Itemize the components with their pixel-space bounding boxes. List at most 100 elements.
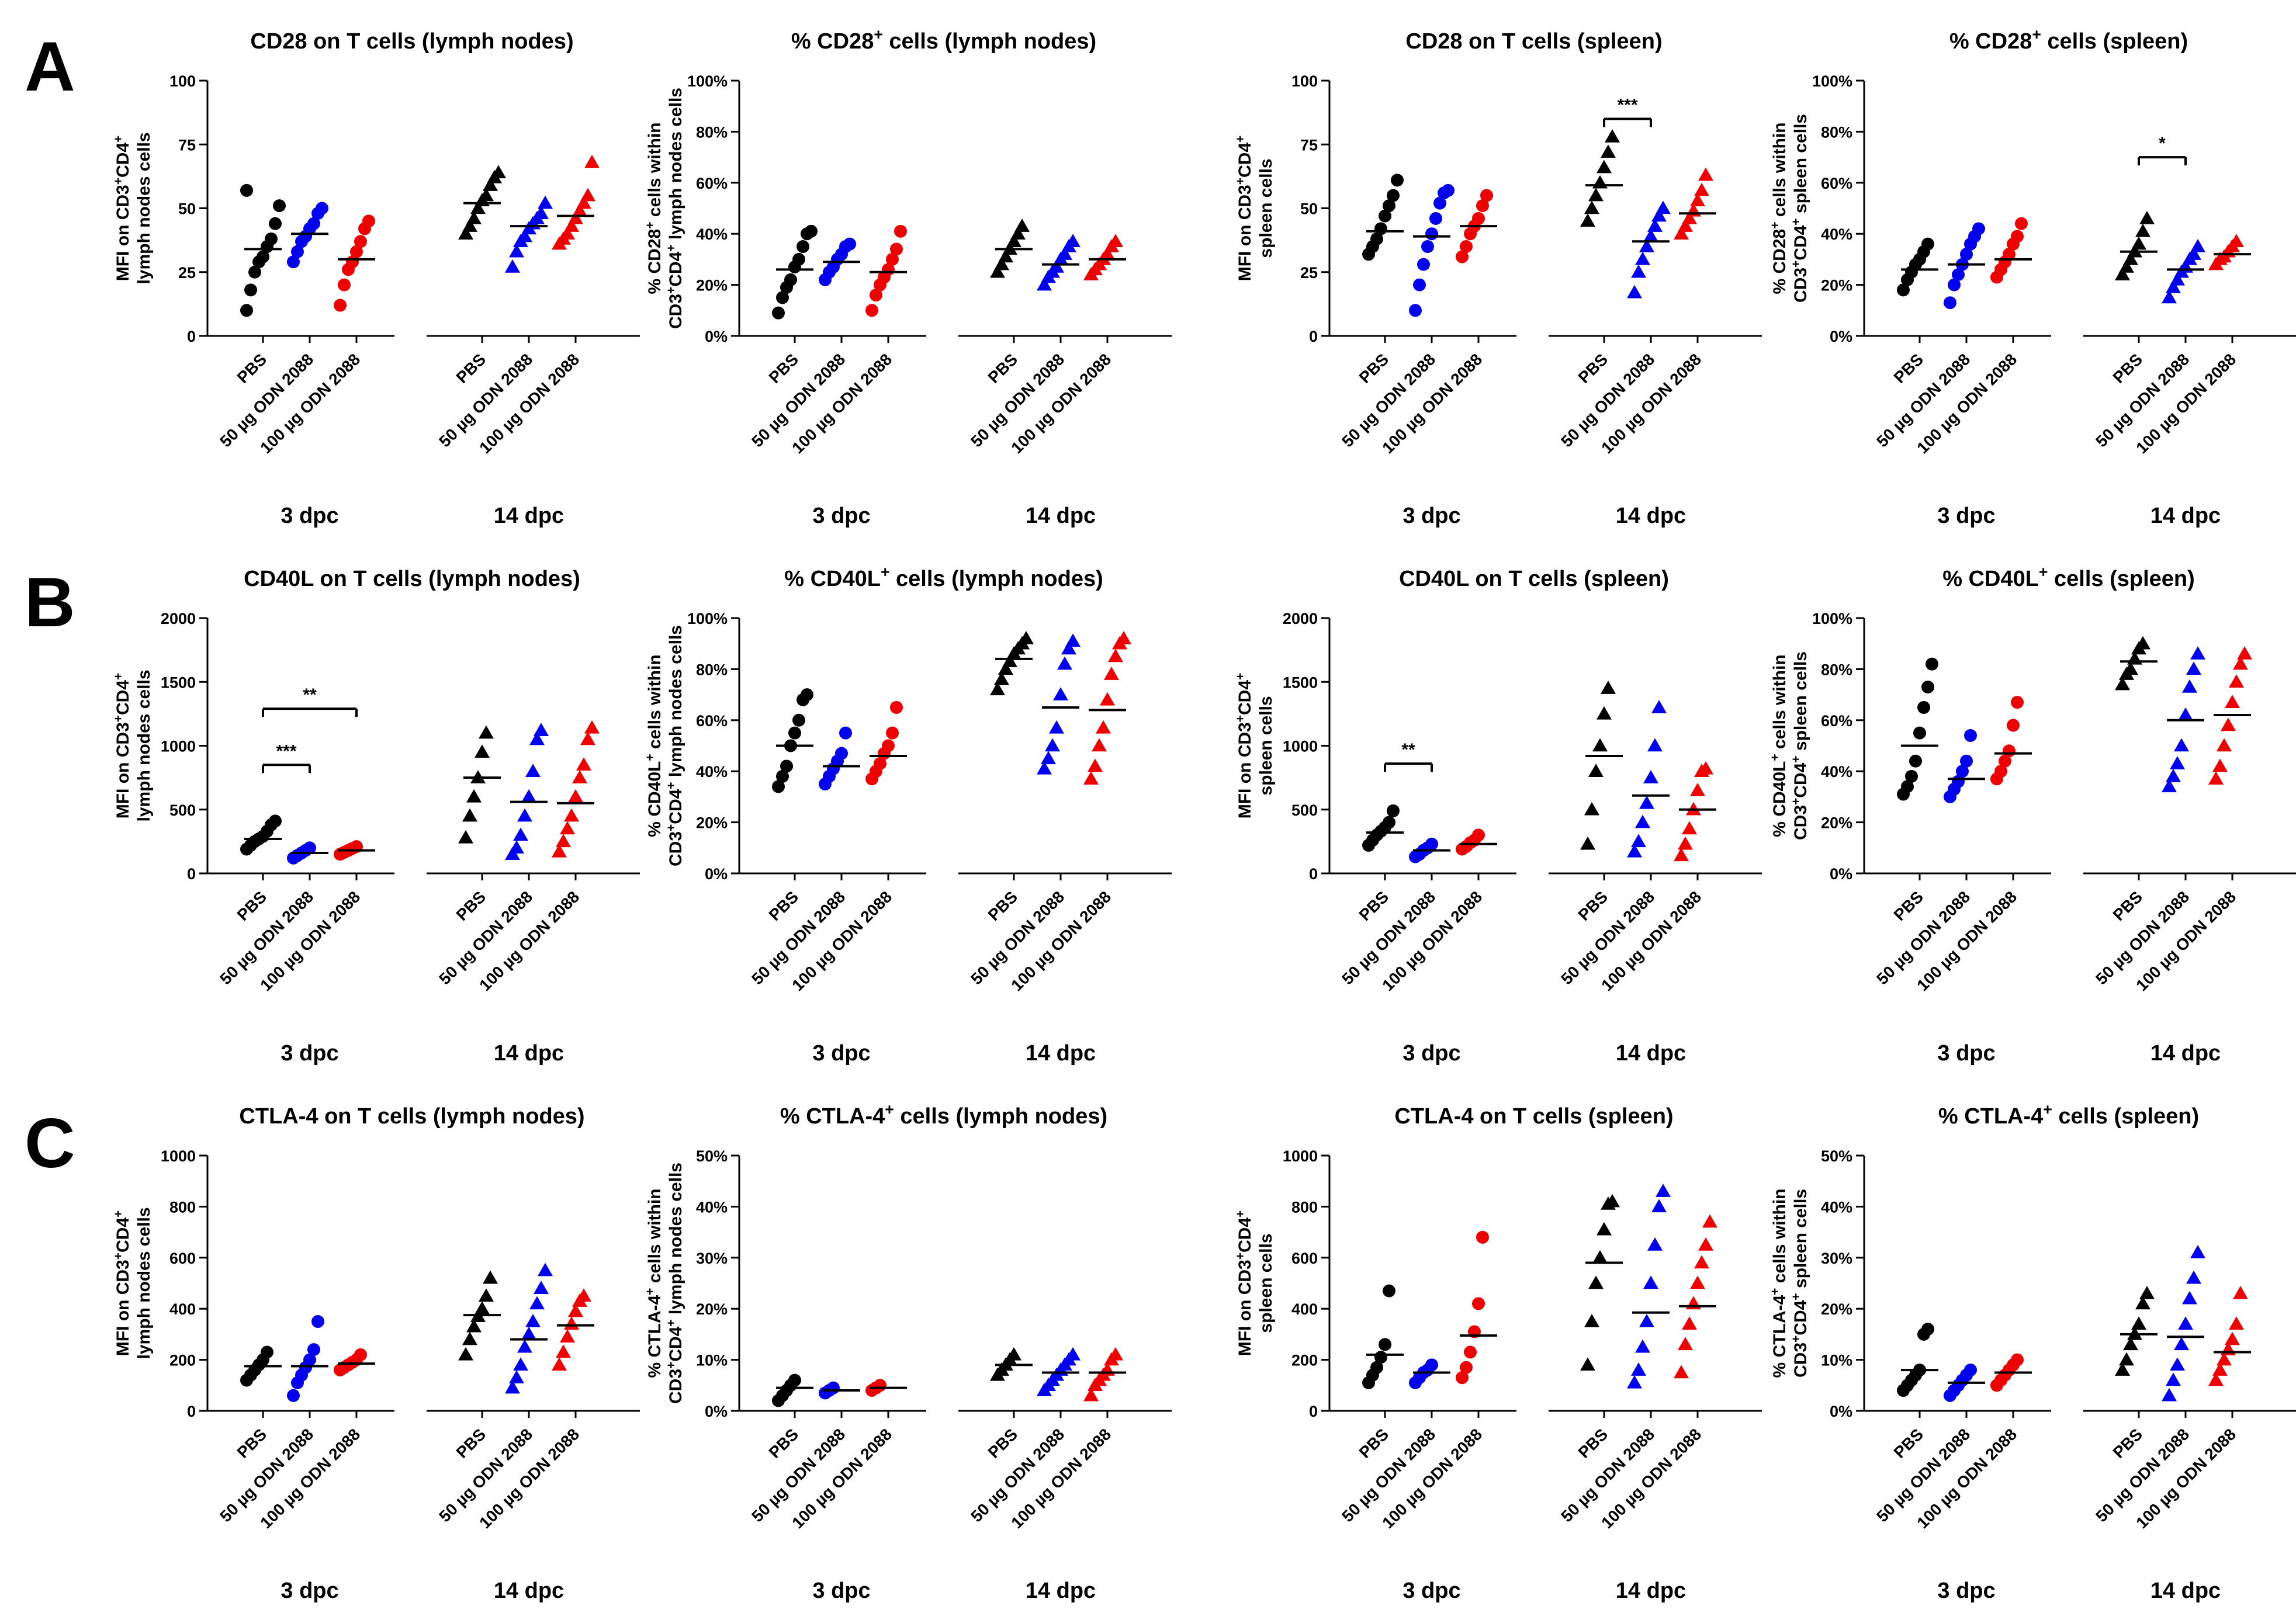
data-point	[890, 242, 903, 256]
data-point	[1065, 234, 1081, 248]
data-point	[1472, 1297, 1485, 1310]
data-point	[1702, 1214, 1717, 1228]
data-point	[529, 1296, 545, 1310]
x-tick-label: PBS	[453, 1425, 490, 1462]
y-tick-label: 0	[187, 328, 196, 345]
data-point	[534, 1281, 549, 1294]
data-point	[1921, 237, 1934, 251]
data-point	[1456, 1371, 1469, 1385]
chart-title: CTLA-4 on T cells (lymph nodes)	[239, 1104, 584, 1129]
group-label-3dpc: 3 dpc	[812, 504, 870, 528]
data-point	[1580, 213, 1595, 227]
panel-letter-c: C	[25, 1104, 75, 1182]
data-point	[2186, 661, 2201, 675]
y-tick-label: 2000	[161, 610, 196, 627]
data-point	[1580, 1357, 1595, 1371]
data-point	[1682, 821, 1697, 835]
data-point	[1643, 770, 1658, 783]
data-point	[796, 240, 809, 254]
y-axis-label: % CD28+ cells within	[643, 122, 665, 294]
data-point	[874, 757, 886, 771]
x-tick-label: PBS	[766, 350, 802, 387]
data-point	[1605, 1194, 1620, 1208]
data-point	[2162, 290, 2177, 304]
data-point	[1921, 680, 1934, 693]
data-point	[801, 688, 813, 702]
data-point	[1476, 199, 1489, 213]
data-point	[483, 178, 498, 191]
data-point	[1588, 188, 1604, 202]
group-label-3dpc: 3 dpc	[812, 1579, 870, 1603]
data-point	[307, 1343, 320, 1357]
data-point	[788, 726, 801, 740]
y-axis-label: % CTLA-4+ cells within	[1768, 1189, 1790, 1378]
y-tick-label: 25	[1300, 264, 1318, 282]
data-point	[886, 726, 899, 740]
group-label-14dpc: 14 dpc	[1026, 504, 1096, 528]
y-axis-label: MFI on CD3+CD4+	[1234, 136, 1255, 282]
group-label-3dpc: 3 dpc	[280, 504, 338, 528]
data-point	[1694, 182, 1709, 196]
data-point	[2178, 707, 2193, 721]
y-tick-label: 20%	[696, 277, 728, 294]
group-label-14dpc: 14 dpc	[2150, 1579, 2221, 1603]
y-tick-label: 500	[169, 802, 196, 819]
x-tick-label: PBS	[985, 350, 1021, 387]
data-point	[1037, 761, 1052, 775]
y-tick-label: 80%	[696, 661, 728, 678]
data-point	[584, 154, 600, 168]
data-point	[462, 808, 477, 822]
chart-10: CTLA-4 on T cells (spleen) MFI on CD3+CD4…	[1234, 1104, 1762, 1603]
group-label-14dpc: 14 dpc	[1616, 1579, 1686, 1603]
data-point	[865, 304, 878, 317]
data-point	[1370, 232, 1383, 245]
data-point	[805, 224, 818, 238]
y-tick-label: 100%	[687, 72, 728, 90]
data-point	[2225, 695, 2240, 708]
data-point	[990, 264, 1005, 278]
data-point	[2115, 677, 2130, 691]
data-point	[870, 289, 882, 302]
charts-container: CD28 on T cells (lymph nodes) MFI on CD3+…	[112, 26, 2296, 1603]
x-tick-label: PBS	[1890, 350, 1927, 387]
data-point	[1391, 174, 1404, 187]
data-point	[576, 757, 591, 771]
data-point	[2166, 279, 2181, 293]
data-point	[269, 217, 282, 230]
data-point	[1108, 234, 1123, 248]
data-point	[466, 1319, 482, 1333]
data-point	[2229, 234, 2244, 248]
data-point	[1960, 754, 1973, 768]
data-point	[2182, 679, 2197, 693]
chart-title: % CD28+ cells (spleen)	[1949, 26, 2188, 54]
data-point	[572, 203, 587, 217]
data-point	[1592, 1250, 1608, 1264]
y-tick-label: 0%	[1830, 328, 1852, 345]
data-point	[1006, 234, 1021, 248]
data-point	[1948, 278, 1961, 292]
y-tick-label: 600	[169, 1250, 196, 1267]
data-point	[261, 1345, 273, 1359]
x-tick-label: PBS	[234, 1425, 271, 1462]
data-point	[1476, 1230, 1489, 1244]
data-point	[568, 789, 583, 803]
y-axis-label: MFI on CD3+CD4+	[112, 136, 133, 282]
y-axis-label: MFI on CD3+CD4+	[1234, 1210, 1255, 1357]
data-point	[1584, 802, 1599, 816]
data-point	[1926, 657, 1938, 671]
data-point	[1429, 211, 1442, 225]
data-point	[552, 1357, 567, 1371]
y-tick-label: 20%	[1821, 814, 1852, 832]
x-tick-label: PBS	[1356, 887, 1393, 924]
data-point	[2166, 768, 2181, 782]
data-point	[1413, 278, 1426, 292]
data-point	[890, 700, 903, 714]
data-point	[2011, 696, 2024, 709]
x-tick-label: PBS	[1575, 1425, 1612, 1462]
data-point	[894, 224, 907, 238]
y-tick-label: 800	[1291, 1198, 1318, 1216]
data-point	[1597, 1222, 1612, 1236]
data-point	[307, 217, 320, 230]
significance-label: **	[1401, 740, 1415, 759]
data-point	[772, 306, 785, 320]
